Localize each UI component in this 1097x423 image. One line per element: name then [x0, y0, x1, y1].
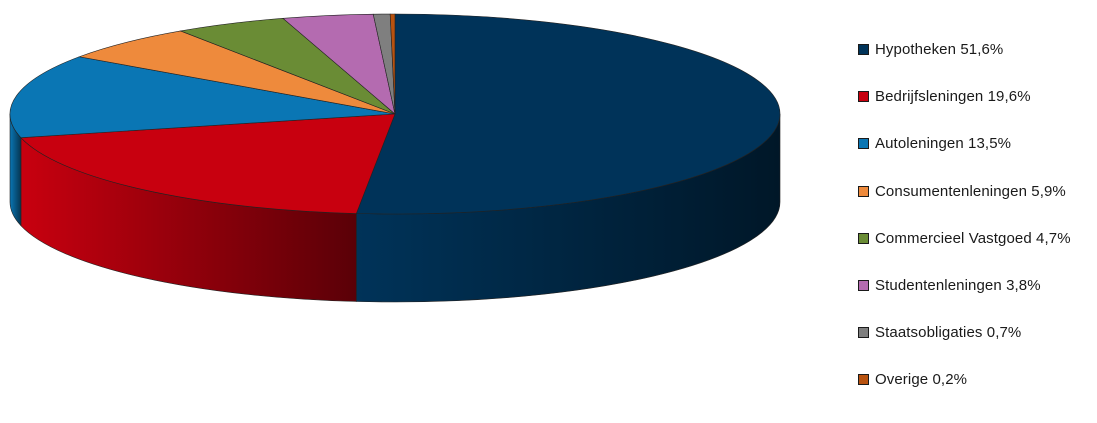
pie-slice-bedrijfsleningen: [20, 113, 396, 214]
legend-swatch: [858, 138, 869, 150]
legend-item-consumentenleningen: Consumentenleningen 5,9%: [858, 168, 1071, 215]
legend-item-commercieel-vastgoed: Commercieel Vastgoed 4,7%: [858, 215, 1071, 262]
legend-swatch: [858, 185, 869, 197]
legend-swatch: [858, 232, 869, 244]
legend-label: Studentenleningen 3,8%: [875, 277, 1041, 295]
legend-label: Overige 0,2%: [875, 371, 968, 389]
legend-item-staatsobligaties: Staatsobligaties 0,7%: [858, 309, 1071, 356]
pie-slice-hypotheken: [355, 13, 781, 215]
chart-legend: Hypotheken 51,6% Bedrijfsleningen 19,6% Au…: [858, 26, 1071, 404]
legend-item-autoleningen: Autoleningen 13,5%: [858, 120, 1071, 167]
pie-top-slices: [9, 13, 781, 215]
pie-slice-autoleningen: [9, 56, 396, 138]
legend-swatch: [858, 44, 869, 56]
legend-label: Autoleningen 13,5%: [875, 135, 1012, 153]
legend-item-overige: Overige 0,2%: [858, 356, 1071, 403]
legend-item-bedrijfsleningen: Bedrijfsleningen 19,6%: [858, 73, 1071, 120]
legend-item-studentenleningen: Studentenleningen 3,8%: [858, 262, 1071, 309]
legend-swatch: [858, 374, 869, 386]
pie-slice-consumentenleningen: [78, 30, 396, 115]
legend-label: Staatsobligaties 0,7%: [875, 324, 1022, 342]
pie-slice-overige: [389, 13, 396, 115]
legend-item-hypotheken: Hypotheken 51,6%: [858, 26, 1071, 73]
pie-side-walls: [9, 113, 781, 303]
legend-label: Hypotheken 51,6%: [875, 41, 1004, 59]
legend-label: Commercieel Vastgoed 4,7%: [875, 229, 1071, 247]
legend-swatch: [858, 327, 869, 339]
legend-swatch: [858, 91, 869, 103]
legend-label: Consumentenleningen 5,9%: [875, 182, 1066, 200]
pie-chart: [9, 13, 781, 303]
legend-swatch: [858, 280, 869, 292]
legend-label: Bedrijfsleningen 19,6%: [875, 88, 1031, 106]
